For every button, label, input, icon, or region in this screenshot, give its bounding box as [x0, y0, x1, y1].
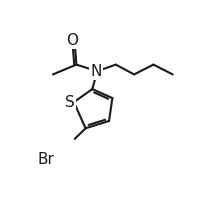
Text: N: N — [90, 64, 102, 79]
Text: O: O — [67, 33, 79, 48]
Text: Br: Br — [38, 152, 55, 167]
Text: S: S — [65, 95, 75, 110]
